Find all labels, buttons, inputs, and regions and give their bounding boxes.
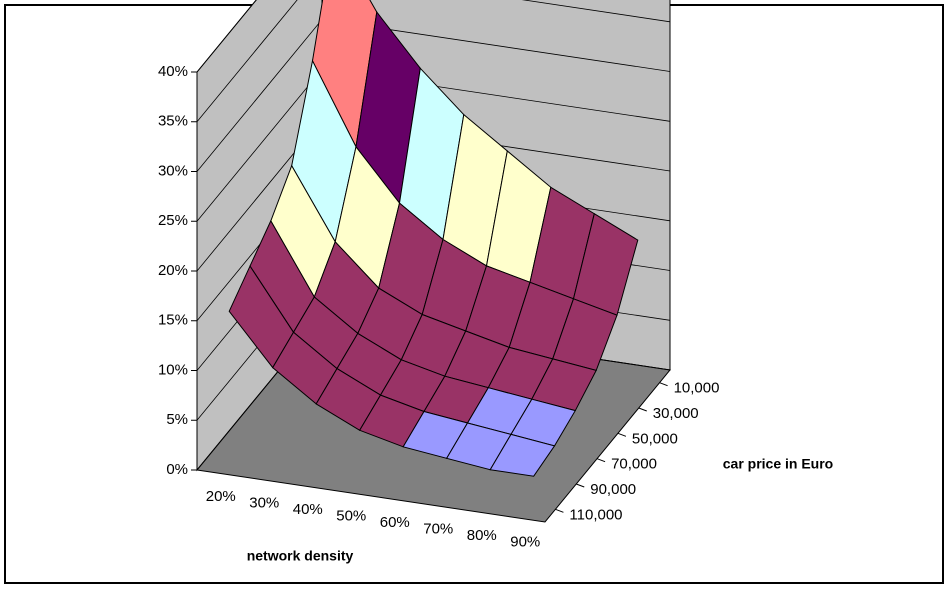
depth-tick <box>617 432 627 437</box>
x-tick-label: 60% <box>380 514 410 531</box>
x-tick-label: 90% <box>510 534 540 551</box>
x-tick-label: 70% <box>423 521 453 538</box>
y-tick-label: 0% <box>166 461 188 478</box>
depth-tick-label: 90,000 <box>590 481 636 498</box>
y-tick-label: 5% <box>166 411 188 428</box>
x-tick-label: 20% <box>206 488 236 505</box>
y-tick-label: 10% <box>158 361 188 378</box>
depth-tick <box>596 458 606 463</box>
depth-tick-label: 10,000 <box>674 380 720 397</box>
x-tick-label: 50% <box>336 508 366 525</box>
y-tick-label: 40% <box>158 63 188 80</box>
x-tick-label: 40% <box>293 501 323 518</box>
depth-tick <box>638 407 647 412</box>
depth-axis-title: car price in Euro <box>723 456 833 472</box>
y-tick-label: 20% <box>158 262 188 279</box>
depth-tick-label: 50,000 <box>632 430 678 447</box>
depth-tick <box>576 483 585 488</box>
depth-tick-label: 70,000 <box>611 456 657 473</box>
depth-tick <box>555 508 564 513</box>
x-tick-label: 80% <box>467 527 497 544</box>
grid-line <box>196 0 671 123</box>
y-tick-label: 15% <box>158 312 188 329</box>
grid-line <box>196 0 257 73</box>
y-tick-label: 30% <box>158 162 188 179</box>
x-tick-label: 30% <box>249 495 279 512</box>
depth-tick <box>659 382 668 387</box>
depth-tick-label: 110,000 <box>569 506 622 523</box>
depth-tick-label: 30,000 <box>653 405 699 422</box>
y-tick-label: 35% <box>158 113 188 130</box>
x-axis-title: network density <box>247 548 354 564</box>
surface-patch <box>489 433 556 477</box>
y-tick-label: 25% <box>158 212 188 229</box>
